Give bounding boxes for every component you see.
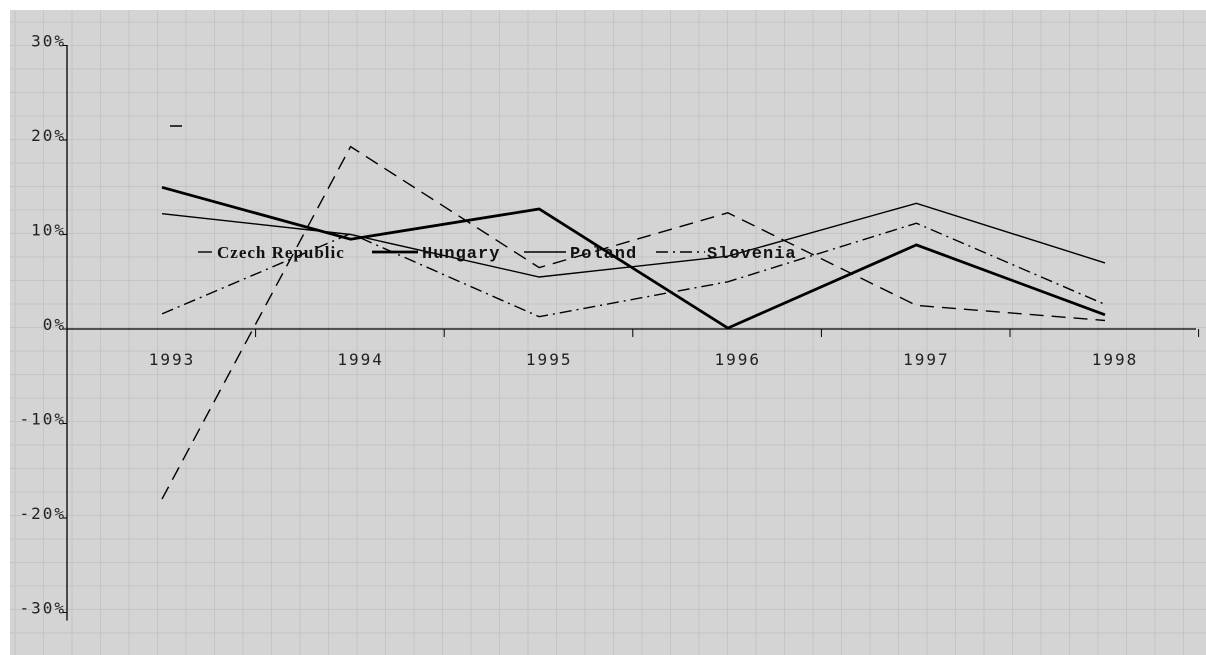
- legend: Czech Republic Hungary Poland Slovenia: [198, 243, 797, 264]
- x-tick-label: 1996: [715, 350, 762, 369]
- legend-label-poland: Poland: [570, 245, 637, 264]
- legend-label-slovenia: Slovenia: [707, 245, 797, 264]
- x-tick-label: 1994: [337, 350, 384, 369]
- legend-label-hungary: Hungary: [422, 245, 500, 264]
- legend-label-czech-republic: Czech Republic: [217, 243, 345, 262]
- series-lines: [161, 145, 1106, 500]
- y-tick-label: 30%: [31, 32, 66, 51]
- y-tick-label: 10%: [31, 221, 66, 240]
- grid: [10, 10, 1206, 655]
- x-tick-label: 1993: [149, 350, 196, 369]
- y-tick-label: 0%: [43, 315, 66, 334]
- series-line-poland: [161, 202, 1106, 278]
- x-tick-label: 1998: [1092, 350, 1139, 369]
- y-tick-label: -30%: [19, 599, 66, 618]
- y-tick-label: -10%: [19, 410, 66, 429]
- plot-background: [10, 10, 1206, 655]
- series-line-czech-republic: [161, 145, 1106, 500]
- x-tick-label: 1995: [526, 350, 573, 369]
- x-tick-label: 1997: [903, 350, 950, 369]
- series-line-slovenia: [161, 222, 1106, 318]
- axes: -30% -20% -10% 0% 10% 20% 30% 1993 1994 1995 1996 1…: [19, 32, 1200, 621]
- y-tick-label: -20%: [19, 504, 66, 523]
- y-tick-label: 20%: [31, 126, 66, 145]
